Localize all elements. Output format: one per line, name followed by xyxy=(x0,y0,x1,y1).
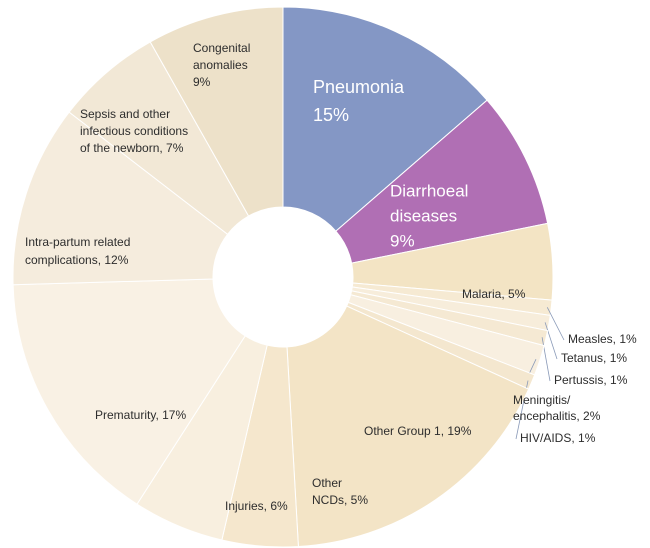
slice-label: anomalies xyxy=(193,58,248,72)
slice-label: Pertussis, 1% xyxy=(554,373,628,387)
slice-label: diseases xyxy=(390,206,457,225)
slice-label: 15% xyxy=(313,105,349,125)
leader-line xyxy=(544,322,558,360)
donut-slice xyxy=(335,99,549,264)
slice-label: Tetanus, 1% xyxy=(561,351,627,365)
slice-label: 9% xyxy=(390,231,415,250)
donut-slice xyxy=(12,278,246,505)
slice-label: encephalitis, 2% xyxy=(513,409,601,423)
slice-label: Injuries, 6% xyxy=(225,499,288,513)
slice-label: Pneumonia xyxy=(313,77,405,97)
donut-slice xyxy=(149,6,284,217)
slice-label: infectious conditions xyxy=(80,124,188,138)
leader-line xyxy=(541,337,551,382)
slice-label: Congenital xyxy=(193,41,250,55)
slice-label: Malaria, 5% xyxy=(462,287,526,301)
slice-label: of the newborn, 7% xyxy=(80,141,184,155)
slice-label: Diarrhoeal xyxy=(390,181,468,200)
slice-label: Measles, 1% xyxy=(568,332,637,346)
slice-label: Sepsis and other xyxy=(80,107,170,121)
slice-label: Other Group 1, 19% xyxy=(364,424,472,438)
slice-label: Intra-partum related xyxy=(25,235,130,249)
donut-slice xyxy=(12,111,229,286)
slice-label: Prematurity, 17% xyxy=(95,408,186,422)
slice-label: Other xyxy=(312,476,342,490)
leader-line xyxy=(546,307,565,341)
slice-label: NCDs, 5% xyxy=(312,493,368,507)
slice-label: complications, 12% xyxy=(25,253,129,267)
slice-label: Meningitis/ xyxy=(513,393,571,407)
donut-slice xyxy=(282,6,488,232)
donut-slice xyxy=(286,305,530,548)
slice-label: 9% xyxy=(193,75,211,89)
slice-label: HIV/AIDS, 1% xyxy=(520,431,596,445)
